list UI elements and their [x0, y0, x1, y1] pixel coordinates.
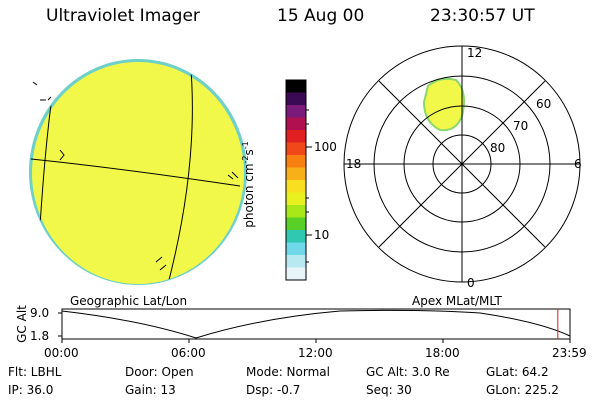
earth-caption: Geographic Lat/Lon	[70, 294, 188, 308]
altitude-xtick-1200: 12:00	[298, 346, 333, 360]
polar-label-18: 18	[346, 157, 362, 171]
colorbar-swatch	[286, 192, 306, 206]
altitude-ylabel: GC Alt	[14, 305, 29, 343]
polar-label-lat-70: 70	[513, 119, 529, 133]
altitude-ytick-bottom: 1.8	[30, 329, 50, 343]
info-dsp: Dsp: -0.7	[246, 383, 301, 397]
info-mode: Mode: Normal	[246, 365, 330, 379]
time-label: 23:30:57 UT	[430, 6, 535, 26]
colorbar-swatch	[286, 105, 306, 118]
polar-label-6: 6	[574, 157, 582, 171]
polar-caption: Apex MLat/MLT	[412, 294, 502, 308]
info-seq: Seq: 30	[366, 383, 412, 397]
altitude-xtick-0000: 00:00	[44, 346, 79, 360]
latitude-line	[30, 157, 241, 187]
altitude-xtick-0600: 06:00	[171, 346, 206, 360]
info-glon: GLon: 225.2	[486, 383, 559, 397]
info-gc-alt: GC Alt: 3.0 Re	[366, 365, 450, 379]
colorbar-swatch	[286, 92, 306, 106]
altitude-xtick-2359: 23:59	[552, 346, 587, 360]
colorbar-swatch	[286, 155, 306, 168]
colorbar-swatch	[286, 205, 306, 218]
polar-label-12: 12	[467, 46, 483, 60]
colorbar-swatch	[286, 255, 306, 268]
colorbar-swatch	[286, 242, 306, 256]
colorbar-tick-10: 10	[314, 228, 330, 242]
colorbar-swatch	[286, 230, 306, 243]
colorbar-swatch	[286, 130, 306, 143]
altitude-xtick-1800: 18:00	[425, 346, 460, 360]
colorbar-ticks	[306, 109, 312, 263]
altitude-curve	[61, 309, 571, 339]
info-gain: Gain: 13	[125, 383, 176, 397]
grid-tick-marks	[32, 81, 239, 271]
altitude-ytick-top: 9.0	[30, 306, 50, 320]
colorbar-swatch	[286, 117, 306, 131]
colorbar-gradient	[286, 80, 306, 281]
polar-label-lat-80: 80	[490, 141, 506, 155]
info-glat: GLat: 64.2	[486, 365, 549, 379]
info-door: Door: Open	[125, 365, 194, 379]
info-filter: Flt: LBHL	[8, 365, 62, 379]
polar-grid	[343, 45, 581, 283]
colorbar-swatch	[286, 180, 306, 193]
colorbar-frame	[285, 79, 307, 281]
altitude-y-ticks	[58, 312, 62, 337]
earth-disk	[32, 62, 244, 284]
polar-diag-2	[378, 80, 546, 248]
polar-label-lat-60: 60	[536, 97, 552, 111]
instrument-title: Ultraviolet Imager	[46, 6, 200, 26]
info-ip: IP: 36.0	[8, 383, 54, 397]
colorbar-swatch	[286, 167, 306, 181]
colorbar-swatch	[286, 142, 306, 156]
colorbar-tick-100: 100	[314, 140, 337, 154]
altitude-x-ticks	[61, 339, 571, 343]
colorbar-swatch	[286, 267, 306, 281]
longitude-line-right	[167, 60, 193, 284]
colorbar-swatch	[286, 217, 306, 231]
polar-label-0: 0	[467, 276, 475, 290]
date-label: 15 Aug 00	[277, 6, 365, 26]
colorbar-swatch	[286, 80, 306, 93]
